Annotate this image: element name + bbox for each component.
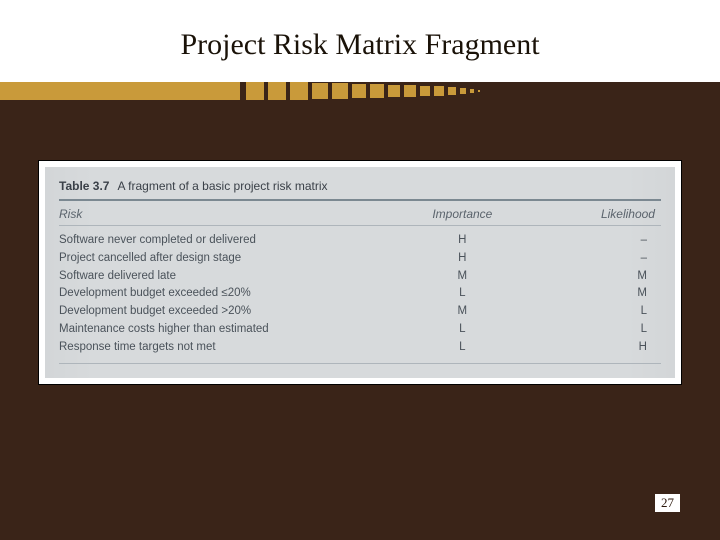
cell-risk: Response time targets not met xyxy=(59,339,396,357)
content-area: Table 3.7 A fragment of a basic project … xyxy=(0,100,720,385)
decor-square xyxy=(290,82,308,100)
table-caption: Table 3.7 A fragment of a basic project … xyxy=(59,177,661,201)
decor-square xyxy=(478,90,480,92)
cell-importance: M xyxy=(396,268,528,286)
decor-solid-bar xyxy=(0,82,240,100)
table-row: Software delivered lateMM xyxy=(59,268,661,286)
decor-squares xyxy=(240,82,720,100)
decor-square xyxy=(388,85,400,97)
col-importance: Importance xyxy=(396,207,528,221)
decor-square xyxy=(312,83,328,99)
cell-importance: M xyxy=(396,303,528,321)
cell-risk: Development budget exceeded ≤20% xyxy=(59,285,396,303)
cell-risk: Project cancelled after design stage xyxy=(59,250,396,268)
cell-importance: L xyxy=(396,321,528,339)
page-number: 27 xyxy=(655,494,680,512)
cell-likelihood: – xyxy=(529,232,661,250)
decor-square xyxy=(370,84,384,98)
cell-risk: Software never completed or delivered xyxy=(59,232,396,250)
cell-risk: Software delivered late xyxy=(59,268,396,286)
title-band: Project Risk Matrix Fragment xyxy=(0,0,720,82)
table-body: Software never completed or deliveredH–P… xyxy=(59,226,661,364)
decor-square xyxy=(246,82,264,100)
cell-importance: H xyxy=(396,250,528,268)
decor-square xyxy=(420,86,430,96)
decor-square xyxy=(332,83,348,99)
cell-risk: Development budget exceeded >20% xyxy=(59,303,396,321)
table-row: Software never completed or deliveredH– xyxy=(59,232,661,250)
table-row: Development budget exceeded >20%ML xyxy=(59,303,661,321)
page-title: Project Risk Matrix Fragment xyxy=(180,28,539,62)
cell-likelihood: L xyxy=(529,321,661,339)
cell-likelihood: M xyxy=(529,268,661,286)
cell-importance: H xyxy=(396,232,528,250)
decor-square xyxy=(470,89,474,93)
cell-likelihood: L xyxy=(529,303,661,321)
col-risk: Risk xyxy=(59,207,396,221)
decor-square xyxy=(448,87,456,95)
col-likelihood: Likelihood xyxy=(529,207,661,221)
table-inner: Table 3.7 A fragment of a basic project … xyxy=(45,167,675,378)
table-row: Response time targets not metLH xyxy=(59,339,661,357)
decor-square xyxy=(460,88,466,94)
cell-importance: L xyxy=(396,339,528,357)
decor-square xyxy=(434,86,444,96)
table-row: Development budget exceeded ≤20%LM xyxy=(59,285,661,303)
caption-text: A fragment of a basic project risk matri… xyxy=(117,179,327,193)
table-row: Maintenance costs higher than estimatedL… xyxy=(59,321,661,339)
decor-strip xyxy=(0,82,720,100)
decor-square xyxy=(404,85,416,97)
caption-label: Table 3.7 xyxy=(59,179,109,193)
table-header-row: Risk Importance Likelihood xyxy=(59,201,661,226)
cell-likelihood: – xyxy=(529,250,661,268)
cell-likelihood: M xyxy=(529,285,661,303)
table-row: Project cancelled after design stageH– xyxy=(59,250,661,268)
table-card: Table 3.7 A fragment of a basic project … xyxy=(38,160,682,385)
cell-likelihood: H xyxy=(529,339,661,357)
cell-importance: L xyxy=(396,285,528,303)
cell-risk: Maintenance costs higher than estimated xyxy=(59,321,396,339)
decor-square xyxy=(352,84,366,98)
decor-square xyxy=(268,82,286,100)
